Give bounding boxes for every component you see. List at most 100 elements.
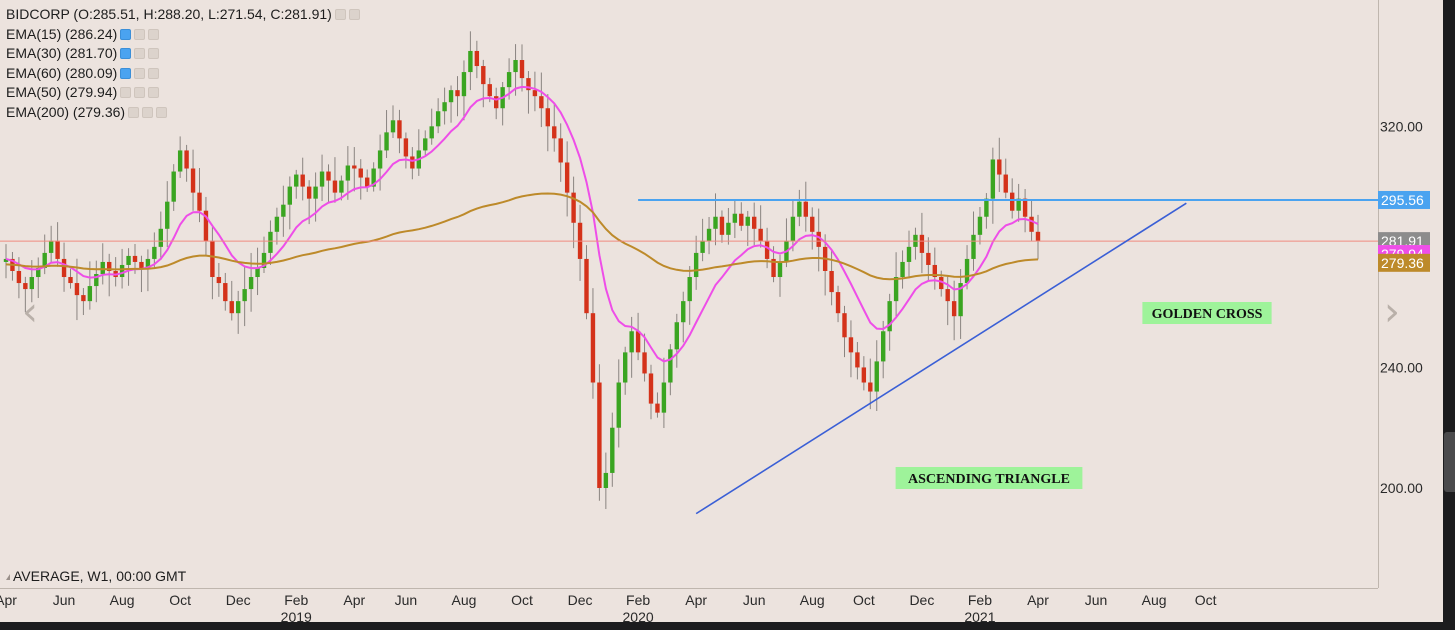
price-badge (1378, 190, 1430, 209)
candle-up (887, 301, 892, 332)
close-icon[interactable] (148, 48, 160, 60)
candle-up (977, 216, 983, 235)
candle-up (610, 427, 615, 473)
side-panel-handle[interactable] (1444, 432, 1455, 492)
x-month-label: Apr (685, 592, 707, 608)
scroll-left-icon[interactable]: ‹ (22, 289, 38, 335)
candle-down (132, 255, 138, 262)
candle-up (745, 216, 750, 226)
candle-up (94, 274, 99, 287)
candle-down (868, 382, 873, 392)
settings-icon[interactable] (134, 67, 146, 79)
candle-up (390, 120, 396, 133)
price-badge-label: 279.36 (1381, 255, 1424, 271)
x-month-label: Aug (110, 592, 135, 608)
candle-up (900, 261, 905, 278)
close-icon[interactable] (148, 28, 160, 40)
candle-down (829, 270, 834, 293)
candle-down (139, 261, 144, 268)
candle-up (274, 216, 280, 232)
x-month-label: Jun (1085, 592, 1108, 608)
candle-up (881, 331, 886, 362)
candle-down (487, 84, 492, 97)
candle-down (951, 301, 957, 317)
candle-up (668, 349, 673, 383)
candle-up (255, 267, 260, 278)
x-month-label: Jun (53, 592, 76, 608)
candle-up (319, 171, 325, 187)
candle-down (1029, 216, 1034, 232)
candle-down (558, 138, 563, 163)
x-year-label: 2019 (281, 609, 312, 625)
candle-down (739, 213, 744, 226)
candle-up (506, 72, 512, 88)
candle-up (177, 150, 183, 172)
visibility-icon[interactable] (120, 28, 132, 40)
settings-icon[interactable] (134, 48, 146, 60)
candle-down (810, 216, 815, 232)
candle-up (461, 72, 467, 97)
close-icon[interactable] (348, 9, 360, 21)
indicator-lines-layer (0, 85, 1378, 515)
candle-up (423, 138, 428, 151)
golden-cross-label: GOLDEN CROSS (1152, 307, 1263, 322)
candle-down (216, 277, 222, 284)
collapse-triangle-icon[interactable] (6, 574, 10, 581)
candle-up (623, 352, 628, 383)
candle-up (603, 472, 609, 488)
candle-down (945, 289, 950, 302)
visibility-icon[interactable] (120, 87, 132, 99)
candle-up (126, 255, 131, 265)
x-month-label: Oct (511, 592, 533, 608)
candle-down (306, 186, 312, 199)
candle-up (119, 264, 125, 278)
candle-down (758, 228, 763, 241)
candle-up (984, 198, 989, 217)
settings-icon[interactable] (334, 9, 346, 21)
candle-down (939, 277, 944, 290)
visibility-icon[interactable] (120, 48, 132, 60)
candle-up (435, 111, 441, 127)
candle-up (893, 277, 899, 302)
candle-up (958, 283, 963, 317)
close-icon[interactable] (148, 87, 160, 99)
candle-down (752, 216, 757, 229)
candle-down (816, 231, 821, 247)
settings-icon[interactable] (134, 28, 146, 40)
candle-up (3, 258, 9, 262)
candle-down (1003, 174, 1008, 193)
candle-down (803, 201, 808, 217)
candle-up (145, 258, 151, 268)
visibility-icon[interactable] (120, 67, 132, 79)
x-month-label: Apr (343, 592, 365, 608)
candle-down (719, 216, 725, 235)
candle-up (674, 322, 679, 350)
candle-down (61, 258, 67, 278)
candle-up (287, 186, 292, 205)
candle-up (268, 231, 273, 253)
settings-icon[interactable] (142, 106, 154, 118)
candle-down (223, 283, 228, 302)
candle-up (100, 261, 105, 275)
close-icon[interactable] (148, 67, 160, 79)
candle-down (771, 258, 776, 278)
candle-down (848, 337, 854, 353)
x-month-label: Aug (1142, 592, 1167, 608)
scroll-right-icon[interactable]: › (1384, 289, 1400, 335)
candle-down (397, 120, 402, 139)
candle-up (971, 234, 976, 259)
settings-icon[interactable] (134, 87, 146, 99)
ema-fast-line (5, 85, 1039, 363)
close-icon[interactable] (156, 106, 168, 118)
candle-up (797, 201, 802, 217)
ascending-trendline (695, 202, 1187, 515)
candle-down (229, 301, 234, 314)
candle-up (777, 261, 783, 278)
candle-up (171, 171, 176, 202)
candle-up (661, 382, 667, 413)
candle-down (1022, 198, 1028, 217)
visibility-icon[interactable] (128, 106, 140, 118)
candle-down (926, 252, 931, 265)
candle-up (29, 277, 34, 290)
candle-down (74, 283, 80, 296)
